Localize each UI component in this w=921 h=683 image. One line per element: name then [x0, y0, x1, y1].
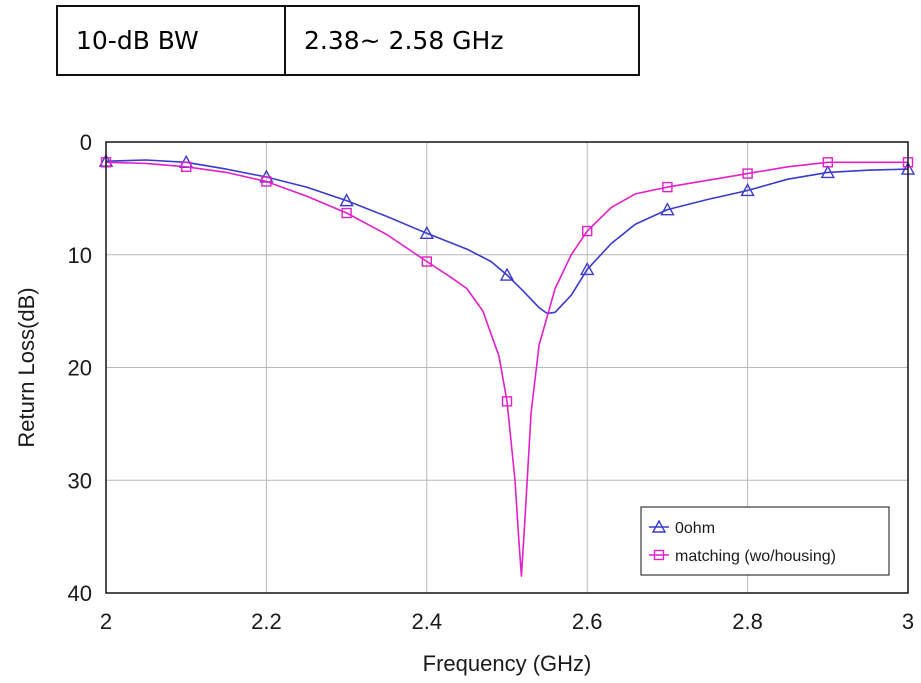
data-point-triangle: [660, 202, 675, 216]
x-tick-label: 2.6: [572, 609, 603, 634]
x-tick-label: 2.4: [412, 609, 443, 634]
series-group: [98, 153, 916, 577]
data-point-triangle: [740, 183, 755, 197]
data-point-triangle: [499, 267, 515, 281]
data-point-triangle: [419, 225, 434, 240]
series-0: [98, 153, 916, 315]
y-tick-label: 0: [80, 130, 92, 155]
series-line: [106, 161, 908, 577]
legend-label: matching (wo/housing): [675, 548, 836, 565]
y-tick-label: 40: [68, 581, 92, 606]
series-line: [106, 159, 908, 315]
bandwidth-table: 10-dB BW 2.38~ 2.58 GHz: [56, 5, 640, 76]
y-tick-label: 30: [68, 468, 92, 493]
x-tick-label: 2.2: [251, 609, 282, 634]
legend-square-icon: [653, 549, 665, 561]
data-point-triangle: [580, 261, 595, 276]
legend: 0ohm matching (wo/housing): [640, 506, 890, 576]
data-point-square: [662, 181, 673, 193]
x-axis-title: Frequency (GHz): [423, 651, 592, 676]
data-point-triangle: [339, 193, 354, 207]
x-tick-label: 2: [100, 609, 112, 634]
data-point-square: [421, 256, 432, 267]
data-point-triangle: [820, 164, 835, 179]
data-point-square: [180, 161, 192, 173]
data-point-square: [822, 157, 833, 168]
plot-frame: [105, 141, 909, 594]
data-point-square: [742, 168, 753, 179]
bandwidth-value: 2.38~ 2.58 GHz: [304, 26, 504, 55]
data-point-square: [261, 176, 272, 187]
y-tick-label: 20: [68, 356, 92, 381]
x-tick-label: 2.8: [732, 609, 763, 634]
data-point-square: [341, 207, 352, 219]
x-tick-label: 3: [902, 609, 914, 634]
data-point-square: [582, 225, 593, 237]
legend-box: [640, 506, 890, 576]
legend-label: 0ohm: [675, 520, 715, 537]
legend-triangle-icon: [651, 519, 667, 533]
grid: [106, 142, 908, 593]
bandwidth-label: 10-dB BW: [58, 7, 286, 74]
data-point-square: [501, 396, 513, 407]
y-tick-label: 10: [68, 243, 92, 268]
y-axis-title: Return Loss(dB): [14, 287, 39, 447]
